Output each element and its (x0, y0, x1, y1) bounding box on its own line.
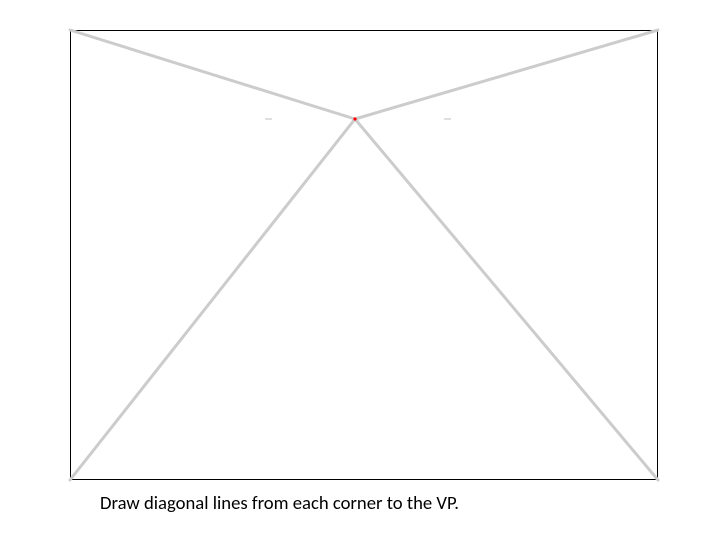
caption-text: Draw diagonal lines from each corner to … (100, 492, 459, 515)
slide: Draw diagonal lines from each corner to … (0, 0, 720, 540)
drawing-frame (70, 30, 658, 480)
